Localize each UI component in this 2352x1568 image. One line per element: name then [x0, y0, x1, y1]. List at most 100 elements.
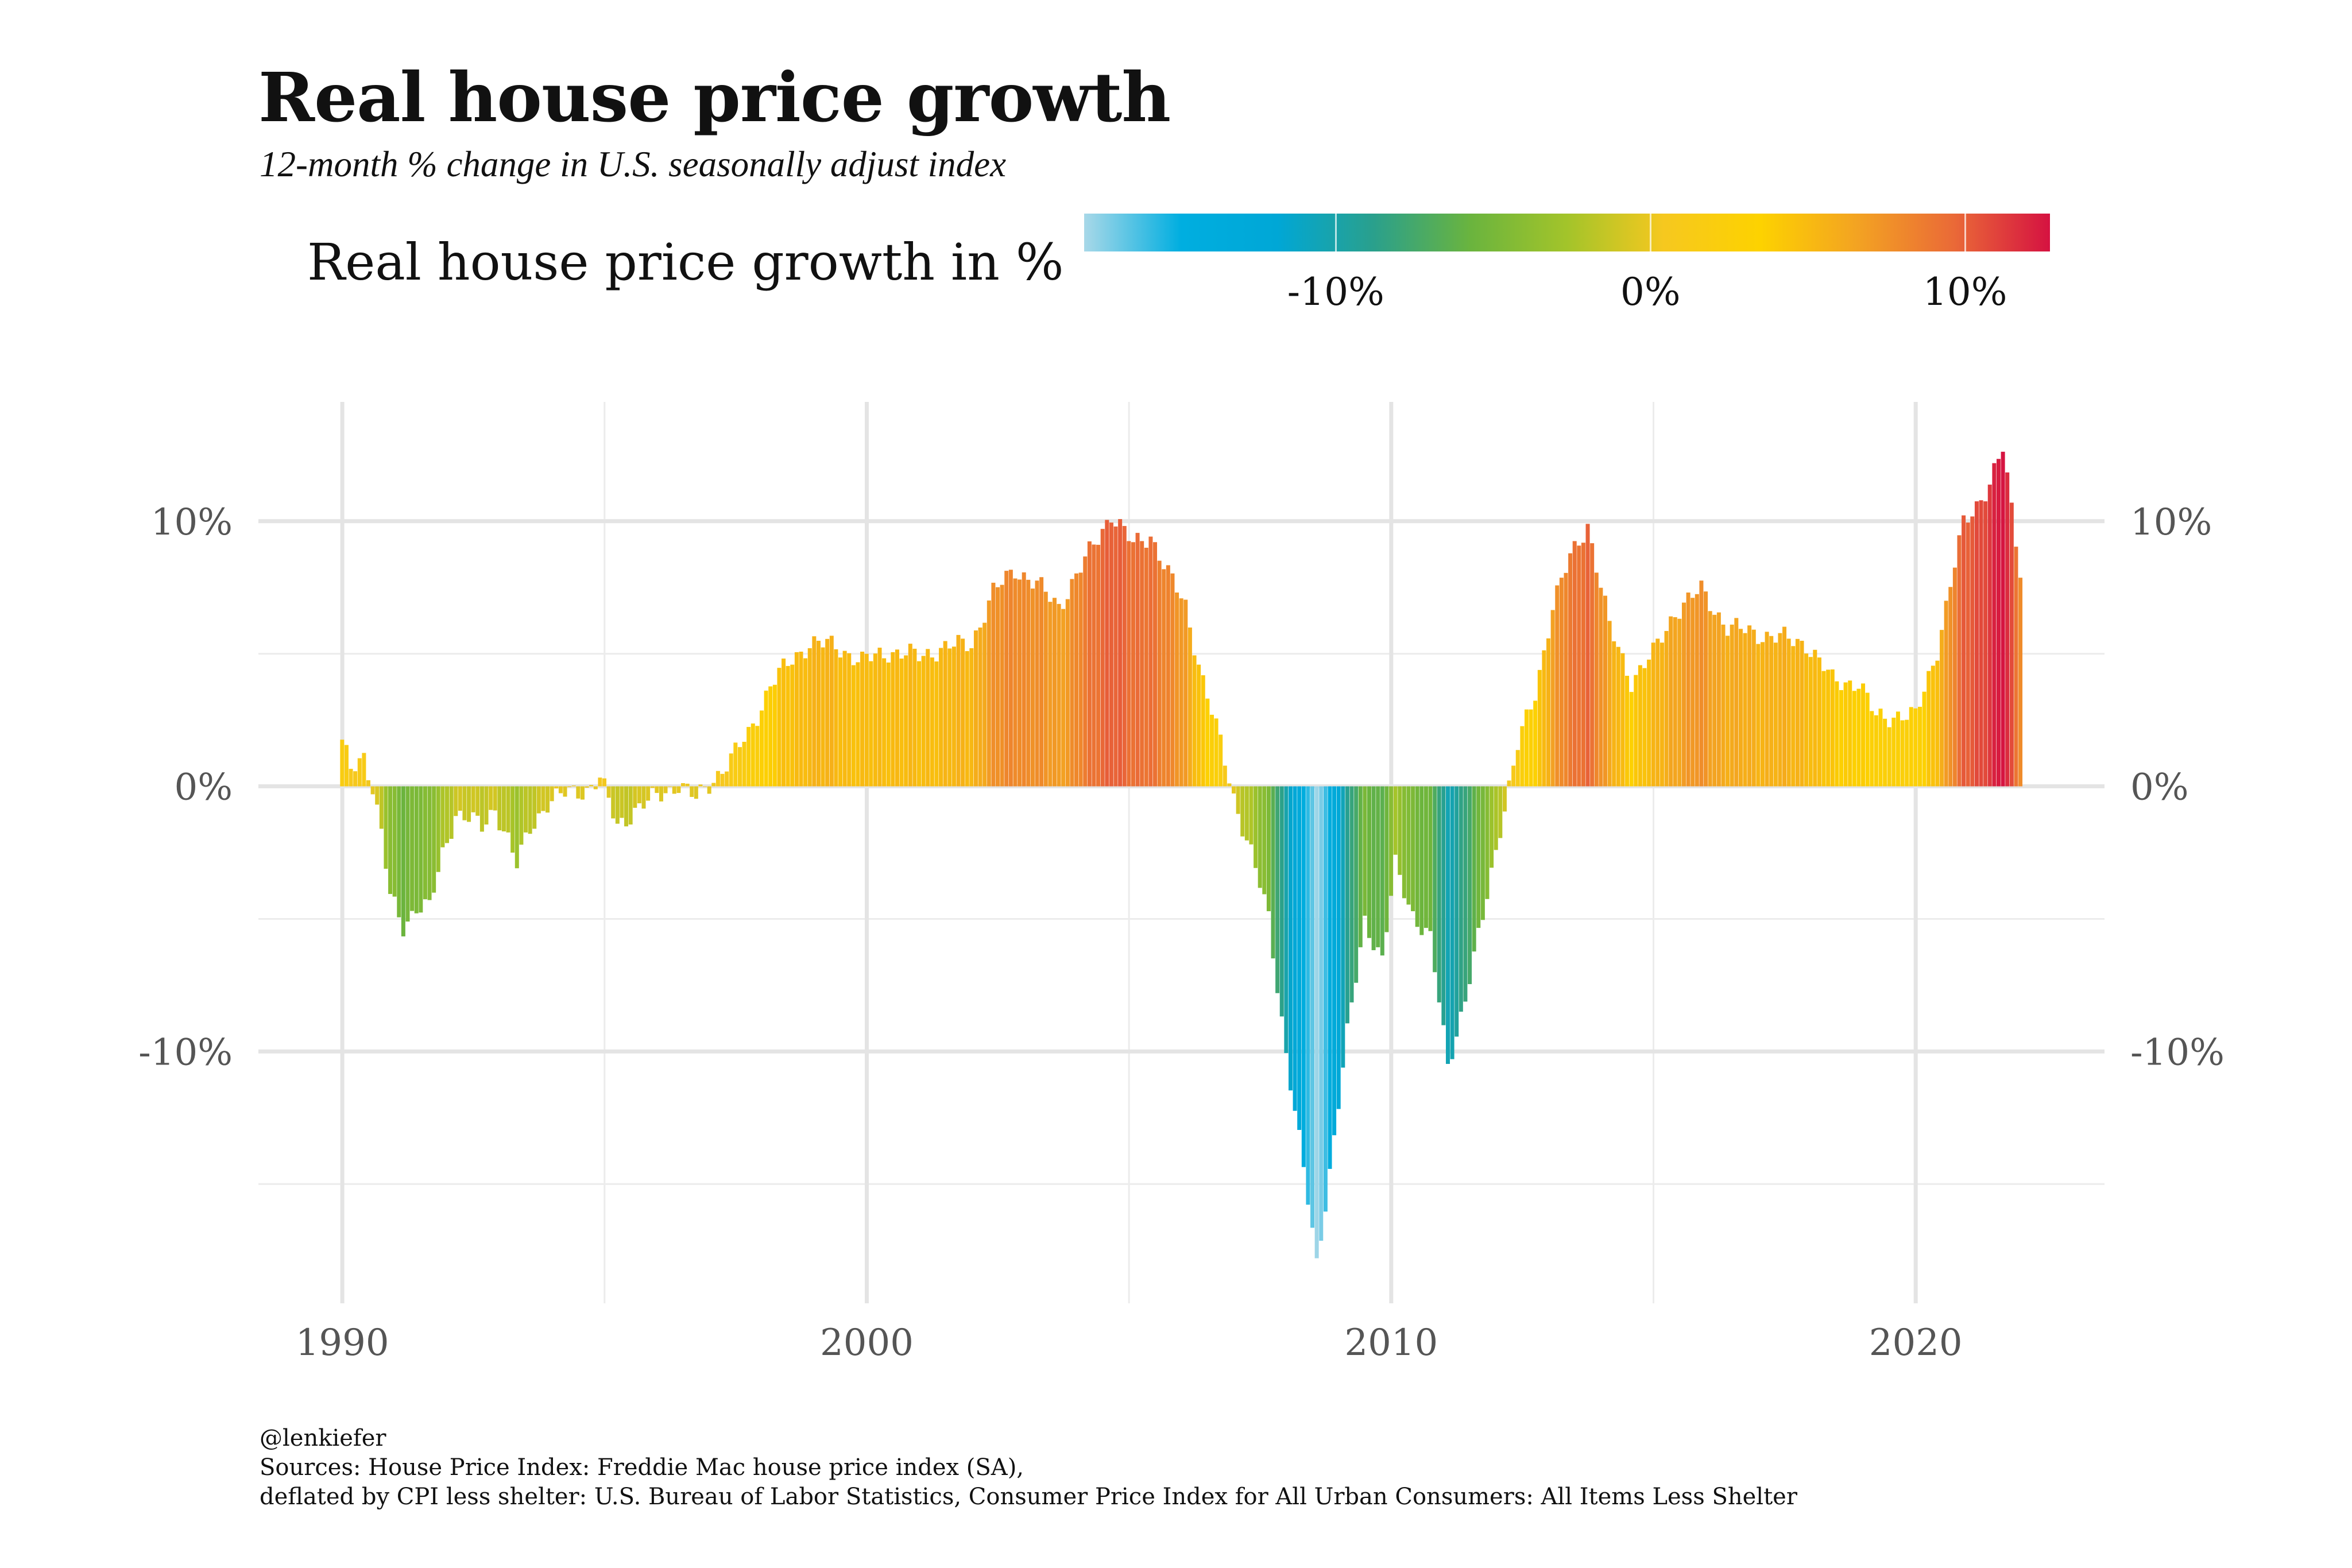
bar [1445, 786, 1450, 1064]
bar [1013, 578, 1018, 787]
bar [1148, 536, 1153, 787]
bar [1726, 636, 1730, 787]
bars [340, 451, 2023, 1259]
bar [1380, 786, 1384, 956]
bar [1712, 614, 1717, 787]
bar [851, 665, 856, 787]
bar [1345, 786, 1349, 1024]
bar [1166, 565, 1170, 787]
legend-tick-label: 0% [1620, 270, 1681, 314]
bar [1363, 786, 1367, 916]
bar [1546, 638, 1551, 787]
bar [1262, 786, 1267, 895]
bar [1590, 543, 1595, 787]
bar [585, 786, 589, 788]
bar [620, 786, 624, 818]
bar [366, 780, 370, 787]
bar [1494, 786, 1498, 850]
bar [930, 657, 934, 787]
bar [1423, 786, 1428, 928]
bar [786, 665, 790, 787]
bar [2018, 578, 2023, 787]
bar [869, 661, 873, 787]
bar [1306, 786, 1310, 1205]
bar [737, 747, 742, 787]
bar [615, 786, 620, 824]
bar [641, 786, 646, 809]
bar [1852, 691, 1856, 787]
bar [864, 653, 869, 787]
bar [1328, 786, 1332, 1169]
bar [1419, 786, 1424, 935]
bar [1909, 707, 1913, 787]
bar [1931, 665, 1935, 787]
bar [1205, 698, 1210, 787]
bar [1585, 524, 1590, 787]
bar [458, 786, 462, 811]
bar [1520, 726, 1525, 787]
bar [1568, 553, 1573, 787]
bar [746, 727, 751, 787]
bar [375, 786, 380, 805]
bar [1336, 786, 1341, 1109]
bar [392, 786, 397, 897]
bar [1564, 572, 1568, 787]
bar [1463, 786, 1468, 1002]
bar [1891, 717, 1896, 787]
y-tick-label-left: 10% [151, 501, 233, 544]
bar [1948, 587, 1953, 787]
bar [1603, 595, 1607, 787]
bar [803, 658, 808, 787]
bar [1629, 692, 1634, 787]
bar [947, 648, 952, 787]
bar [524, 786, 528, 833]
bar [1393, 786, 1398, 855]
bar [1415, 786, 1419, 927]
bar [1087, 541, 1092, 787]
bar [856, 662, 860, 787]
bar [1743, 633, 1747, 787]
bar [1384, 786, 1389, 932]
bar [1695, 594, 1699, 787]
bar [1468, 786, 1472, 985]
bar [1738, 629, 1743, 787]
bar [558, 786, 563, 793]
bar [497, 786, 502, 831]
bar [1835, 681, 1839, 787]
bar [514, 786, 519, 869]
bar [729, 753, 733, 787]
bar [1004, 571, 1009, 787]
bar [1297, 786, 1302, 1130]
bar [646, 786, 651, 801]
bar [1681, 602, 1686, 787]
bar [349, 769, 353, 787]
bar [1795, 638, 1800, 787]
x-tick-label: 2010 [1344, 1322, 1438, 1364]
bar [628, 786, 633, 825]
bar [528, 786, 532, 834]
bar [1716, 612, 1721, 787]
bar [1244, 786, 1249, 841]
bar [1895, 711, 1900, 787]
bar [1686, 593, 1690, 787]
bar [720, 773, 725, 787]
bar [1223, 765, 1227, 787]
bar [711, 783, 716, 787]
bar [1878, 708, 1883, 787]
bar [1127, 541, 1131, 787]
bar [829, 636, 834, 787]
axis-labels: 10% 10% 0% 0% -10% -10% 1990 2000 2010 2020 [138, 501, 2225, 1364]
bar [1983, 501, 1988, 787]
bar [1122, 526, 1127, 787]
bar [1433, 786, 1437, 973]
bar [1577, 545, 1581, 787]
bar [1227, 783, 1232, 787]
bar [1157, 560, 1162, 787]
bar [1507, 780, 1511, 787]
bar [1498, 786, 1503, 838]
bar [1817, 657, 1821, 787]
bar [1760, 642, 1765, 787]
bar [467, 786, 471, 822]
chart-subtitle: 12-month % change in U.S. seasonally adj… [260, 144, 1007, 184]
bar [1428, 786, 1433, 931]
